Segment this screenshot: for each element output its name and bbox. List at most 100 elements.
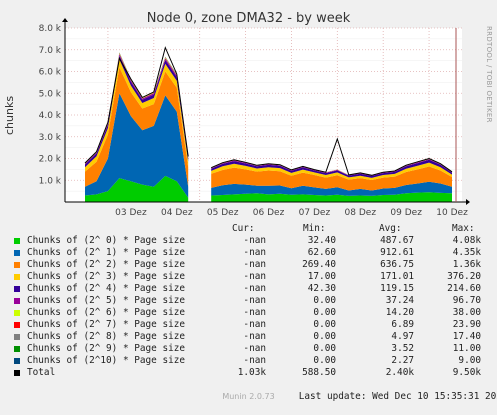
legend-min: 0.00 bbox=[313, 355, 336, 366]
legend-series-name: Chunks of (2^ 3) * Page size bbox=[27, 271, 186, 282]
legend-min: 269.40 bbox=[302, 259, 336, 270]
legend-series-name: Chunks of (2^ 4) * Page size bbox=[27, 283, 186, 294]
legend-series-name: Chunks of (2^ 6) * Page size bbox=[27, 307, 186, 318]
legend-cur: -nan bbox=[243, 235, 266, 246]
legend-cur: -nan bbox=[243, 331, 266, 342]
legend-row: Chunks of (2^ 7) * Page size -nan 0.00 6.89… bbox=[14, 319, 481, 331]
x-tick-label: 05 Dez bbox=[207, 208, 239, 218]
legend-cur: -nan bbox=[243, 259, 266, 270]
legend-swatch bbox=[14, 250, 20, 256]
legend-max: 214.60 bbox=[447, 283, 481, 294]
legend-min: 0.00 bbox=[313, 319, 336, 330]
legend-swatch bbox=[14, 262, 20, 268]
legend-max: 23.90 bbox=[452, 319, 481, 330]
legend-avg: 119.15 bbox=[380, 283, 414, 294]
y-tick-label: 2.0 k bbox=[39, 155, 62, 165]
y-tick-label: 6.0 k bbox=[39, 68, 62, 78]
legend-cur: -nan bbox=[243, 295, 266, 306]
legend-swatch bbox=[14, 286, 20, 292]
legend-avg: 2.40k bbox=[385, 367, 414, 378]
legend-max: 4.35k bbox=[452, 247, 481, 258]
chart-plot: 1.0 k 2.0 k 3.0 k 4.0 k 5.0 k 6.0 k 7.0 k 8.0 k… bbox=[39, 18, 470, 218]
x-tick-label: 04 Dez bbox=[161, 208, 193, 218]
y-axis-arrow bbox=[62, 18, 68, 22]
legend-swatch bbox=[14, 298, 20, 304]
legend-swatch bbox=[14, 322, 20, 328]
series-area bbox=[211, 192, 452, 202]
legend-cur: 1.03k bbox=[237, 367, 266, 378]
y-tick-label: 7.0 k bbox=[39, 46, 62, 56]
legend-avg: 3.52 bbox=[391, 343, 414, 354]
legend-min: 42.30 bbox=[307, 283, 336, 294]
legend-series-name: Chunks of (2^ 2) * Page size bbox=[27, 259, 186, 270]
legend-cur: -nan bbox=[243, 271, 266, 282]
legend-cur: -nan bbox=[243, 307, 266, 318]
legend-row: Chunks of (2^ 1) * Page size -nan 62.60 912… bbox=[14, 247, 481, 259]
legend-cur: -nan bbox=[243, 355, 266, 366]
x-tick-label: 08 Dez bbox=[345, 208, 377, 218]
legend-max: 17.40 bbox=[452, 331, 481, 342]
legend-cur: -nan bbox=[243, 283, 266, 294]
x-tick-label: 09 Dez bbox=[390, 208, 422, 218]
legend-row: Chunks of (2^ 2) * Page size -nan 269.40 63… bbox=[14, 259, 481, 271]
legend-avg: 487.67 bbox=[380, 235, 414, 246]
legend-avg: 636.75 bbox=[380, 259, 414, 270]
legend-min: 588.50 bbox=[302, 367, 336, 378]
legend-max: 96.70 bbox=[452, 295, 481, 306]
legend-row: Chunks of (2^ 4) * Page size -nan 42.30 119… bbox=[14, 283, 481, 295]
legend-header-avg: Avg: bbox=[379, 223, 402, 234]
legend-swatch bbox=[14, 238, 20, 244]
legend-series-name: Chunks of (2^10) * Page size bbox=[27, 355, 186, 366]
x-tick-label: 10 Dez bbox=[436, 208, 468, 218]
legend-avg: 171.01 bbox=[380, 271, 414, 282]
legend-header-min: Min: bbox=[303, 223, 326, 234]
legend-row: Chunks of (2^ 6) * Page size -nan 0.00 14.2… bbox=[14, 307, 481, 319]
legend-avg: 14.20 bbox=[385, 307, 414, 318]
chart-title: Node 0, zone DMA32 - by week bbox=[146, 11, 351, 26]
y-tick-label: 8.0 k bbox=[39, 24, 62, 34]
legend-header: Cur: Min: Avg: Max: bbox=[14, 223, 475, 235]
legend-swatch bbox=[14, 370, 20, 376]
series-area bbox=[211, 159, 452, 178]
legend-cur: -nan bbox=[243, 247, 266, 258]
x-axis-arrow bbox=[466, 199, 470, 205]
rrdtool-credit: RRDTOOL / TOBI OETIKER bbox=[485, 26, 493, 123]
legend-max: 376.20 bbox=[447, 271, 481, 282]
legend-series-name: Chunks of (2^ 9) * Page size bbox=[27, 343, 186, 354]
legend-header-cur: Cur: bbox=[232, 223, 255, 234]
series-area bbox=[85, 93, 189, 198]
series-area bbox=[85, 55, 189, 168]
legend-series-name: Chunks of (2^ 5) * Page size bbox=[27, 295, 186, 306]
series-area bbox=[85, 59, 189, 172]
y-tick-label: 4.0 k bbox=[39, 111, 62, 121]
legend-series-name: Chunks of (2^ 1) * Page size bbox=[27, 247, 186, 258]
legend-max: 38.00 bbox=[452, 307, 481, 318]
legend-row: Chunks of (2^ 8) * Page size -nan 0.00 4.97… bbox=[14, 331, 481, 343]
legend-header-max: Max: bbox=[452, 223, 475, 234]
legend-avg: 912.61 bbox=[380, 247, 414, 258]
munin-version: Munin 2.0.73 bbox=[222, 392, 275, 401]
legend-row: Chunks of (2^ 9) * Page size -nan 0.00 3.52… bbox=[14, 343, 481, 355]
y-tick-label: 3.0 k bbox=[39, 133, 62, 143]
series-area bbox=[85, 67, 189, 187]
legend-max: 9.00 bbox=[458, 355, 481, 366]
legend-swatch bbox=[14, 274, 20, 280]
last-update: Last update: Wed Dec 10 15:35:31 2025 bbox=[298, 391, 497, 402]
legend-avg: 37.24 bbox=[385, 295, 414, 306]
legend-series-name: Chunks of (2^ 8) * Page size bbox=[27, 331, 186, 342]
legend-max: 1.36k bbox=[452, 259, 481, 270]
legend-row: Chunks of (2^ 0) * Page size -nan 32.40 487… bbox=[14, 235, 481, 247]
legend-max: 11.00 bbox=[452, 343, 481, 354]
series-area bbox=[211, 166, 452, 191]
legend-avg: 4.97 bbox=[391, 331, 414, 342]
legend-min: 17.00 bbox=[307, 271, 336, 282]
legend-max: 9.50k bbox=[452, 367, 481, 378]
legend-swatch bbox=[14, 358, 20, 364]
legend-series-name: Chunks of (2^ 0) * Page size bbox=[27, 235, 186, 246]
series-area bbox=[85, 175, 189, 202]
legend-avg: 6.89 bbox=[391, 319, 414, 330]
legend-series-name: Total bbox=[27, 367, 56, 378]
x-tick-label: 06 Dez bbox=[253, 208, 285, 218]
legend-min: 0.00 bbox=[313, 331, 336, 342]
total-line bbox=[84, 46, 189, 164]
